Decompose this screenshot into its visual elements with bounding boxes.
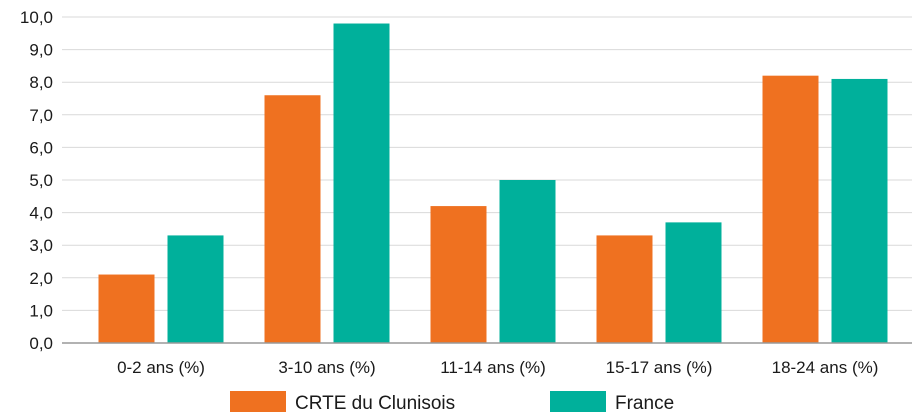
x-tick-label: 3-10 ans (%)	[278, 358, 375, 377]
y-tick-label: 4,0	[29, 204, 53, 223]
y-tick-label: 5,0	[29, 171, 53, 190]
y-tick-label: 9,0	[29, 41, 53, 60]
bar-crte	[264, 95, 321, 344]
y-tick-label: 2,0	[29, 269, 53, 288]
y-tick-label: 0,0	[29, 334, 53, 353]
legend-label: CRTE du Clunisois	[295, 393, 455, 414]
legend: CRTE du Clunisois France	[230, 391, 674, 414]
bar-crte	[596, 235, 653, 343]
x-tick-label: 0-2 ans (%)	[117, 358, 205, 377]
bar-crte	[762, 75, 819, 344]
bar-france	[665, 222, 722, 343]
y-tick-label: 8,0	[29, 73, 53, 92]
bar-crte	[430, 206, 487, 343]
x-tick-label: 11-14 ans (%)	[440, 358, 546, 377]
y-axis-tick-labels: 0,0 1,0 2,0 3,0 4,0 5,0 6,0 7,0 8,0 9,0 10,0	[20, 8, 53, 353]
legend-swatch	[230, 391, 286, 412]
x-tick-label: 18-24 ans (%)	[772, 358, 879, 377]
y-tick-label: 7,0	[29, 106, 53, 125]
legend-swatch	[550, 391, 606, 412]
y-tick-label: 6,0	[29, 138, 53, 157]
bar-france	[167, 235, 224, 343]
bar-france	[333, 23, 390, 344]
y-tick-label: 10,0	[20, 8, 53, 27]
bars	[98, 23, 888, 344]
y-tick-label: 3,0	[29, 236, 53, 255]
bar-france	[499, 180, 556, 343]
x-axis-tick-labels: 0-2 ans (%) 3-10 ans (%) 11-14 ans (%) 15-1…	[117, 358, 878, 377]
x-tick-label: 15-17 ans (%)	[606, 358, 713, 377]
legend-label: France	[615, 393, 674, 414]
bar-crte	[98, 274, 155, 343]
y-tick-label: 1,0	[29, 301, 53, 320]
bar-france	[831, 78, 888, 343]
